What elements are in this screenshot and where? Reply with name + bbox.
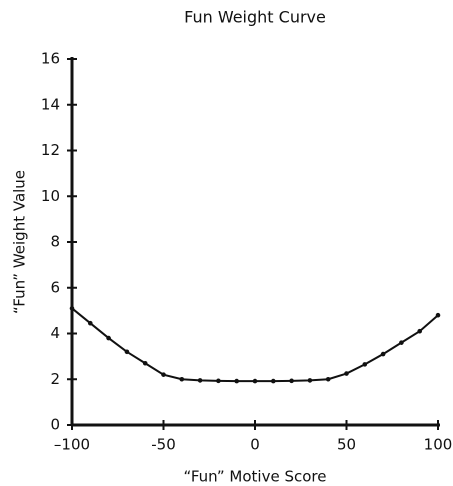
x-tick-label: –100 (54, 436, 90, 454)
point (399, 340, 404, 345)
y-tick-label: 6 (50, 278, 60, 296)
point (252, 378, 258, 384)
point (344, 371, 349, 376)
point (197, 378, 203, 383)
point (124, 349, 130, 355)
y-axis-label: “Fun” Weight Value (11, 170, 29, 314)
x-tick-label: 0 (250, 436, 260, 454)
y-tick-label: 10 (41, 187, 60, 205)
x-tick-label: 100 (424, 436, 453, 454)
point (179, 376, 185, 382)
point (417, 328, 423, 334)
point (234, 378, 239, 384)
y-tick-label: 2 (50, 370, 60, 388)
line (71, 307, 439, 383)
point (88, 320, 93, 326)
point (325, 376, 331, 382)
point (271, 378, 276, 384)
point (216, 378, 221, 384)
point (142, 360, 148, 366)
point (289, 378, 294, 384)
y-tick-label: 12 (41, 141, 60, 159)
y-tick-label: 14 (41, 95, 60, 113)
point (362, 362, 368, 367)
x-tick-label: 50 (337, 436, 356, 454)
y-tick-label: 8 (50, 233, 60, 251)
y-tick-label: 0 (50, 416, 60, 434)
point (69, 306, 75, 311)
y-tick-label: 16 (41, 50, 60, 68)
x-tick-label: -50 (151, 436, 176, 454)
point (106, 335, 111, 341)
y-tick-label: 4 (50, 324, 60, 342)
point (161, 372, 166, 377)
chart-title: Fun Weight Curve (184, 8, 326, 27)
point (380, 351, 386, 357)
x-axis-label: “Fun” Motive Score (184, 468, 327, 486)
point (307, 378, 313, 383)
point (435, 312, 441, 318)
